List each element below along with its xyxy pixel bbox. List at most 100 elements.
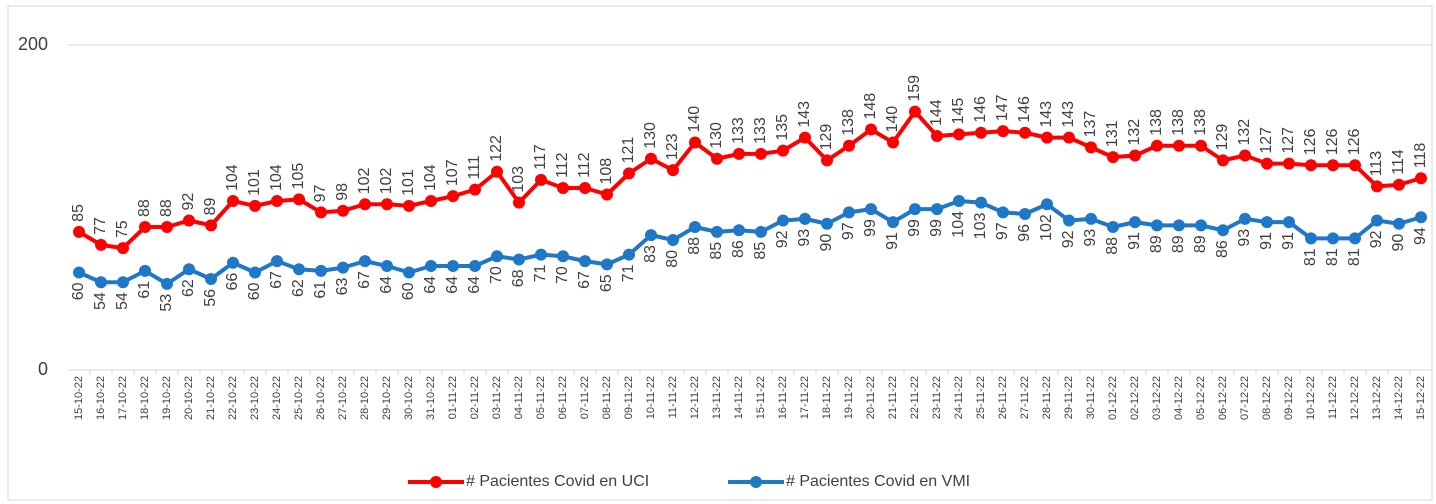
data-point <box>821 154 833 167</box>
data-label: 98 <box>334 183 351 201</box>
data-label: 96 <box>1016 224 1033 242</box>
x-tick-label: 10-11-22 <box>645 376 657 419</box>
x-tick-label: 18-10-22 <box>139 376 151 420</box>
data-label: 108 <box>598 158 615 185</box>
data-point <box>557 250 569 263</box>
data-label: 89 <box>1192 235 1209 253</box>
data-point <box>1085 212 1097 225</box>
data-label: 88 <box>136 199 153 217</box>
data-label: 103 <box>972 213 989 240</box>
data-point <box>1283 157 1295 170</box>
x-tick-label: 17-10-22 <box>117 376 129 420</box>
data-label: 67 <box>356 271 373 289</box>
data-label: 91 <box>884 232 901 250</box>
data-label: 80 <box>664 250 681 268</box>
data-label: 62 <box>180 279 197 297</box>
data-label: 90 <box>818 234 835 252</box>
data-label: 144 <box>928 99 945 126</box>
data-label: 131 <box>1104 120 1121 147</box>
data-label: 92 <box>1060 230 1077 248</box>
x-tick-label: 16-11-22 <box>777 376 789 419</box>
x-tick-label: 20-10-22 <box>183 376 195 420</box>
data-point <box>1063 131 1075 144</box>
x-tick-label: 03-12-22 <box>1151 376 1163 420</box>
data-point <box>909 203 921 216</box>
data-label: 138 <box>1170 109 1187 136</box>
data-point <box>1327 159 1339 172</box>
data-point <box>1371 214 1383 227</box>
x-tick-label: 12-12-22 <box>1349 376 1361 420</box>
x-tick-label: 31-10-22 <box>425 376 437 420</box>
data-point <box>1195 139 1207 152</box>
data-point <box>1041 131 1053 144</box>
data-point <box>1041 198 1053 211</box>
x-tick-label: 19-11-22 <box>843 376 855 419</box>
data-label: 121 <box>620 137 637 164</box>
data-point <box>689 221 701 233</box>
data-label: 64 <box>378 276 395 294</box>
data-label: 104 <box>950 211 967 238</box>
data-label: 56 <box>202 289 219 307</box>
data-point <box>799 131 811 144</box>
data-point <box>667 234 679 246</box>
data-point <box>909 105 921 118</box>
x-tick-label: 12-11-22 <box>689 376 701 419</box>
x-tick-label: 20-11-22 <box>865 376 877 419</box>
data-label: 117 <box>532 144 549 170</box>
data-label: 148 <box>862 93 879 120</box>
data-point <box>1393 217 1405 230</box>
x-tick-label: 26-11-22 <box>997 376 1009 419</box>
data-point <box>491 165 503 178</box>
data-point <box>1239 149 1251 162</box>
data-label: 67 <box>268 271 285 289</box>
y-tick-label: 200 <box>18 34 48 54</box>
data-point <box>535 248 547 261</box>
x-tick-label: 21-11-22 <box>887 376 899 419</box>
data-point <box>975 126 987 139</box>
data-point <box>1239 212 1251 225</box>
data-point <box>711 152 723 165</box>
data-point <box>1217 154 1229 167</box>
data-label: 123 <box>664 133 681 160</box>
data-point <box>821 217 833 230</box>
data-point <box>579 182 591 194</box>
data-label: 61 <box>136 281 153 299</box>
x-tick-label: 10-12-22 <box>1305 376 1317 420</box>
data-point <box>755 225 767 238</box>
data-point <box>227 195 239 207</box>
data-label: 137 <box>1082 111 1099 138</box>
data-label: 140 <box>686 106 703 133</box>
data-point <box>315 264 327 277</box>
data-label: 126 <box>1346 128 1363 155</box>
data-label: 111 <box>466 155 483 179</box>
data-label: 126 <box>1324 128 1341 155</box>
data-label: 85 <box>752 242 769 260</box>
x-tick-label: 04-11-22 <box>513 376 525 419</box>
data-point <box>1217 224 1229 237</box>
data-label: 67 <box>576 271 593 289</box>
data-label: 91 <box>1126 232 1143 250</box>
data-point <box>139 264 151 277</box>
x-tick-label: 15-12-22 <box>1415 376 1427 420</box>
x-tick-label: 08-12-22 <box>1261 376 1273 420</box>
data-point <box>1327 232 1339 245</box>
data-label: 112 <box>554 152 571 178</box>
data-label: 140 <box>884 106 901 133</box>
x-tick-label: 23-10-22 <box>249 376 261 420</box>
data-point <box>117 276 129 289</box>
data-point <box>799 212 811 225</box>
data-label: 89 <box>202 197 219 215</box>
data-label: 130 <box>708 122 725 149</box>
x-tick-label: 05-12-22 <box>1195 376 1207 420</box>
data-label: 61 <box>312 281 329 299</box>
data-point <box>425 195 437 207</box>
data-point <box>73 225 85 238</box>
data-point <box>1151 219 1163 232</box>
data-label: 143 <box>1038 101 1055 128</box>
x-tick-label: 08-11-22 <box>601 376 613 419</box>
x-tick-label: 18-11-22 <box>821 376 833 419</box>
data-label: 102 <box>356 167 373 194</box>
data-point <box>733 224 745 237</box>
data-point <box>1063 214 1075 227</box>
